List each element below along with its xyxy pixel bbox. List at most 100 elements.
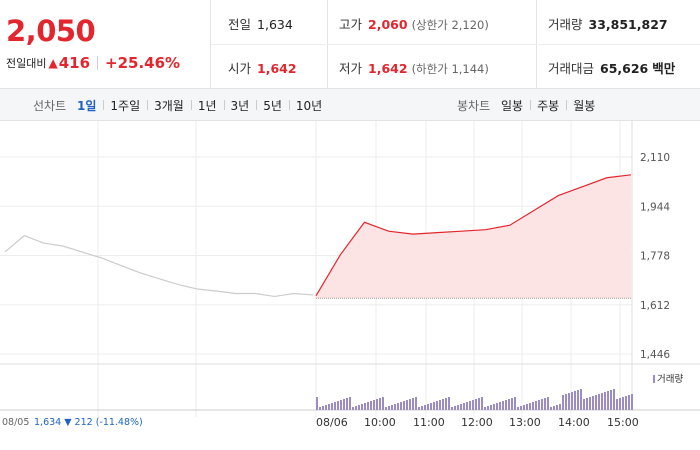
volume-bar <box>412 398 414 410</box>
volume-bar <box>406 400 408 410</box>
volume-bar <box>535 401 537 410</box>
volume-bar <box>376 399 378 410</box>
upper-limit: (상한가 2,120) <box>411 18 489 32</box>
volume-bar <box>466 402 468 410</box>
stat-high: 고가 2,060 (상한가 2,120) <box>339 14 489 33</box>
stat-volume: 거래량 33,851,827 <box>548 14 668 33</box>
stat-value: 1,642 <box>368 61 408 76</box>
volume-bar <box>598 394 600 410</box>
stat-grid: 전일 1,634 고가 2,060 (상한가 2,120) 거래량 33,851,827… <box>211 0 700 88</box>
volume-bar <box>394 404 396 410</box>
volume-bar <box>517 407 519 410</box>
today-area <box>316 174 631 299</box>
stat-trade-amount: 거래대금 65,626 백만 <box>548 58 675 77</box>
line-chart-tabs: 1일 1주일 3개월 1년 3년 5년 10년 <box>70 97 329 114</box>
volume-bar <box>604 392 606 410</box>
period-tab[interactable]: 10년 <box>288 97 329 114</box>
candle-chart-tabs: 일봉 주봉 월봉 <box>494 97 602 114</box>
volume-legend: 거래량 <box>657 373 683 385</box>
volume-bar <box>439 400 441 410</box>
today-line <box>315 174 632 297</box>
y-tick-label: 1,446 <box>640 349 670 361</box>
stat-value: 65,626 <box>600 61 649 76</box>
candle-tab[interactable]: 월봉 <box>566 97 602 114</box>
volume-bar <box>469 401 471 410</box>
stat-open: 시가 1,642 <box>228 58 297 77</box>
lower-limit: (하한가 1,144) <box>411 62 489 76</box>
x-tick-label: 14:00 <box>558 416 590 429</box>
volume-bar <box>385 407 387 410</box>
volume-bar <box>367 402 369 410</box>
period-tab[interactable]: 5년 <box>256 97 289 114</box>
period-tab[interactable]: 1년 <box>190 97 224 114</box>
price-chart-svg: 2,110 1,944 1,778 1,612 1,446 거래량 08/05 1,634 ▼… <box>0 121 700 429</box>
volume-bar <box>319 407 321 410</box>
volume-bar <box>436 401 438 410</box>
y-tick-label: 1,778 <box>640 251 670 263</box>
candle-tab[interactable]: 주봉 <box>530 97 566 114</box>
volume-bar <box>559 404 561 410</box>
volume-bar <box>529 403 531 410</box>
price-change: 전일대비 ▲ 416 +25.46% <box>6 54 180 72</box>
volume-bar <box>616 399 618 410</box>
period-tab[interactable]: 3년 <box>223 97 257 114</box>
chart-toolbar: 선차트 1일 1주일 3개월 1년 3년 5년 10년 봉차트 일봉 주봉 월봉 <box>0 89 700 121</box>
stat-prev-close: 전일 1,634 <box>228 14 293 33</box>
volume-bar <box>607 391 609 410</box>
volume-bar <box>502 401 504 410</box>
volume-bar <box>583 399 585 410</box>
volume-bar <box>574 391 576 410</box>
volume-bar <box>493 404 495 410</box>
volume-bar <box>520 406 522 410</box>
volume-bar <box>532 402 534 410</box>
volume-bar <box>595 395 597 410</box>
volume-bar <box>514 397 516 410</box>
current-price: 2,050 <box>6 14 96 48</box>
candle-tab[interactable]: 일봉 <box>501 99 524 113</box>
volume-bar <box>496 403 498 410</box>
volume-bar <box>628 395 630 410</box>
period-tab[interactable]: 1일 <box>77 99 97 113</box>
volume-bar <box>472 400 474 410</box>
volume-bar <box>433 402 435 410</box>
volume-bar <box>358 405 360 410</box>
period-tab[interactable]: 3개월 <box>147 97 191 114</box>
stat-label: 고가 <box>339 17 363 32</box>
volume-bar <box>550 407 552 410</box>
current-price-box: 2,050 전일대비 ▲ 416 +25.46% <box>0 0 211 88</box>
stat-value: 2,060 <box>368 17 408 32</box>
x-tick-label: 08/06 <box>316 416 348 429</box>
volume-bar <box>478 398 480 410</box>
up-arrow-icon: ▲ <box>48 56 58 70</box>
volume-bar <box>562 395 564 410</box>
volume-bar <box>337 401 339 410</box>
volume-bar <box>565 394 567 410</box>
volume-bar <box>418 407 420 410</box>
volume-bar <box>415 397 417 410</box>
volume-bar <box>370 401 372 410</box>
volume-bar <box>577 390 579 410</box>
stat-label: 거래량 <box>548 17 583 32</box>
volume-bar <box>586 398 588 410</box>
volume-bar <box>610 390 612 410</box>
stat-value: 33,851,827 <box>588 17 668 32</box>
change-label: 전일대비 <box>6 57 47 70</box>
volume-bar <box>568 393 570 410</box>
stat-low: 저가 1,642 (하한가 1,144) <box>339 58 489 77</box>
volume-bar <box>373 400 375 410</box>
volume-bar <box>457 405 459 410</box>
volume-bar <box>541 399 543 410</box>
volume-bar <box>451 407 453 410</box>
volume-bar <box>631 394 633 410</box>
stat-label: 전일 <box>228 17 252 32</box>
volume-bar <box>328 404 330 410</box>
y-tick-label: 2,110 <box>640 152 670 164</box>
period-tab[interactable]: 1주일 <box>103 97 147 114</box>
volume-bar <box>322 406 324 410</box>
price-summary-panel: 2,050 전일대비 ▲ 416 +25.46% 전일 1,634 고가 2,060… <box>0 0 700 89</box>
volume-bar <box>325 405 327 410</box>
prev-day-line <box>4 234 314 298</box>
volume-bar <box>331 403 333 410</box>
volume-bar <box>427 404 429 410</box>
volume-bar <box>448 397 450 410</box>
